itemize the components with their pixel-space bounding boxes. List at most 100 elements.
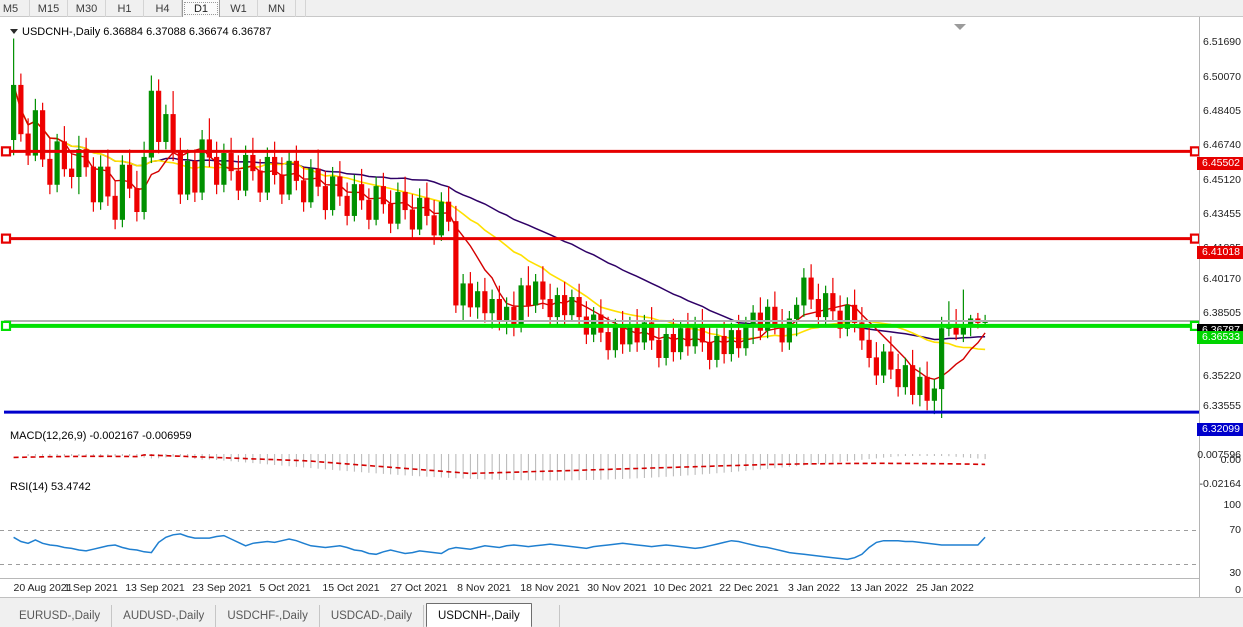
- candle: [779, 309, 785, 352]
- candle: [293, 145, 299, 191]
- date-axis-tick: 15 Oct 2021: [322, 582, 380, 594]
- date-axis-tick: 1 Sep 2021: [64, 582, 118, 594]
- candle: [453, 205, 459, 313]
- candle: [649, 307, 655, 350]
- candle: [409, 194, 415, 239]
- candle: [656, 324, 662, 368]
- candle: [156, 79, 162, 154]
- price-level-flag-red[interactable]: 6.41018: [1197, 246, 1243, 259]
- date-axis-tick: 13 Jan 2022: [850, 582, 908, 594]
- timeframe-d1[interactable]: D1: [182, 0, 220, 17]
- candle-body: [177, 151, 183, 195]
- candle-body: [351, 184, 357, 216]
- candle: [322, 170, 328, 220]
- candle: [388, 190, 394, 234]
- candlestick-series: [11, 38, 988, 418]
- candle-body: [823, 293, 829, 318]
- candle-body: [438, 201, 444, 236]
- timeframe-label: D1: [193, 2, 209, 15]
- price-level-flag-blue[interactable]: 6.32099: [1197, 423, 1243, 436]
- candle: [794, 297, 800, 337]
- timeframe-m5[interactable]: M5: [0, 0, 30, 17]
- chart-tab-label: USDCNH-,Daily: [437, 609, 520, 622]
- date-axis-tick: 22 Dec 2021: [719, 582, 779, 594]
- candle-body: [728, 330, 734, 355]
- date-axis-tick: 27 Oct 2021: [390, 582, 448, 594]
- price-axis[interactable]: 6.51690 6.50070 6.48405 6.46740 6.45120 6.434…: [1197, 17, 1243, 597]
- candle: [257, 159, 263, 202]
- timeframe-w1[interactable]: W1: [220, 0, 258, 17]
- candle-body: [605, 332, 611, 351]
- candle: [192, 149, 198, 202]
- price-axis-tick: 6.45120: [1203, 174, 1241, 186]
- price-level-flag-red[interactable]: 6.45502: [1197, 157, 1243, 170]
- price-axis-tick: 0.007596: [1197, 449, 1241, 461]
- candle: [910, 349, 916, 405]
- candle-body: [156, 90, 162, 142]
- timeframe-m15[interactable]: M15: [30, 0, 68, 17]
- chart-tab-audusd[interactable]: AUDUSD-,Daily: [112, 605, 217, 627]
- price-axis-tick: 6.35220: [1203, 370, 1241, 382]
- candle: [395, 182, 401, 230]
- candle-body: [417, 197, 423, 230]
- date-axis-tick: 25 Jan 2022: [916, 582, 974, 594]
- candle: [902, 357, 908, 395]
- candle-body: [612, 326, 618, 351]
- candle-body: [322, 186, 328, 211]
- candle-body: [685, 328, 691, 347]
- candle-body: [808, 277, 814, 300]
- candle-body: [185, 160, 191, 195]
- candle-body: [540, 281, 546, 300]
- chart-tab-usdchf[interactable]: USDCHF-,Daily: [216, 605, 320, 627]
- candle: [540, 266, 546, 310]
- candle: [685, 312, 691, 356]
- candle: [714, 328, 720, 368]
- date-axis-tick: 20 Aug 2021: [13, 582, 73, 594]
- candle-body: [402, 191, 408, 211]
- chart-tab-usdcad[interactable]: USDCAD-,Daily: [320, 605, 424, 627]
- candle: [98, 155, 104, 210]
- candle-body: [134, 188, 140, 213]
- chart-tab-list: EURUSD-,Daily AUDUSD-,Daily USDCHF-,Daily U…: [8, 603, 560, 627]
- candle-body: [714, 335, 720, 360]
- candle-body: [235, 170, 241, 191]
- candle-body: [76, 149, 82, 177]
- candle-body: [663, 334, 669, 358]
- candle: [417, 188, 423, 236]
- candle-body: [206, 139, 212, 158]
- date-axis-tick: 10 Dec 2021: [653, 582, 713, 594]
- candle-body: [736, 330, 742, 349]
- candle-body: [721, 335, 727, 355]
- candle: [18, 73, 24, 142]
- chevron-down-icon[interactable]: [954, 24, 966, 30]
- candle: [663, 326, 669, 366]
- candle: [446, 186, 452, 232]
- chart-canvas[interactable]: [0, 17, 1199, 597]
- candle: [337, 161, 343, 206]
- collapse-caret-icon[interactable]: [10, 29, 18, 35]
- timeframe-h4[interactable]: H4: [144, 0, 182, 17]
- timeframe-mn[interactable]: MN: [258, 0, 296, 17]
- timeframe-m30[interactable]: M30: [68, 0, 106, 17]
- chart-tab-usdcnh[interactable]: USDCNH-,Daily: [425, 603, 532, 627]
- candle: [823, 285, 829, 325]
- candle-body: [467, 283, 473, 308]
- candle-body: [257, 170, 263, 193]
- candle-body: [772, 306, 778, 325]
- candle: [47, 137, 53, 195]
- candle: [489, 289, 495, 329]
- chart-tab-eurusd[interactable]: EURUSD-,Daily: [8, 605, 113, 627]
- candle: [699, 309, 705, 352]
- candle-body: [794, 304, 800, 320]
- price-level-flag-green[interactable]: 6.36533: [1197, 331, 1243, 344]
- candle: [873, 342, 879, 385]
- candle-body: [315, 168, 321, 187]
- candle-body: [489, 298, 495, 314]
- timeframe-h1[interactable]: H1: [106, 0, 144, 17]
- timeframe-label: MN: [267, 2, 286, 15]
- price-level-handle: [1189, 320, 1199, 331]
- candle-body: [475, 291, 481, 308]
- date-axis[interactable]: 20 Aug 2021 1 Sep 2021 13 Sep 2021 23 Sep 2…: [0, 578, 1199, 597]
- candle-body: [409, 209, 415, 230]
